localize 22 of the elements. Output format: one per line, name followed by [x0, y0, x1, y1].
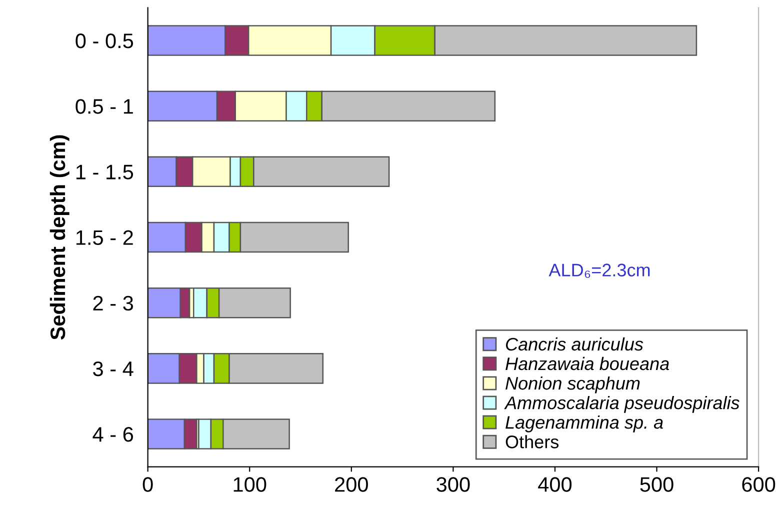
x-tick-label: 500 — [640, 477, 674, 492]
legend-label: Cancris auriculus — [506, 337, 644, 351]
x-tick-label: 400 — [538, 477, 572, 492]
y-tick-label: 3 - 4 — [93, 361, 134, 376]
x-tick-label: 200 — [335, 477, 368, 492]
x-tick-label: 100 — [234, 477, 266, 492]
y-tick-label: 4 - 6 — [92, 427, 134, 442]
annotation: ALD₆=2.3cm — [548, 264, 650, 278]
x-tick-label: 300 — [436, 477, 470, 492]
y-tick-label: 1 - 1.5 — [76, 164, 134, 180]
x-tick-label: 600 — [742, 477, 776, 492]
legend-label: Others — [506, 435, 559, 448]
legend-label: Lagenammina sp. a — [506, 416, 663, 432]
y-tick-label: 0 - 0.5 — [76, 33, 134, 48]
legend-label: Nonion scaphum — [506, 376, 640, 394]
y-tick-label: 2 - 3 — [93, 296, 134, 311]
x-tick-label: 0 — [142, 477, 153, 492]
y-axis-title: Sediment depth (cm) — [50, 135, 70, 340]
legend-label: Hanzawaia boueana — [506, 356, 670, 370]
legend-label: Ammoscalaria pseudospiralis — [504, 396, 740, 413]
y-tick-label: 1.5 - 2 — [76, 230, 133, 246]
y-tick-label: 0.5 - 1 — [76, 99, 133, 114]
